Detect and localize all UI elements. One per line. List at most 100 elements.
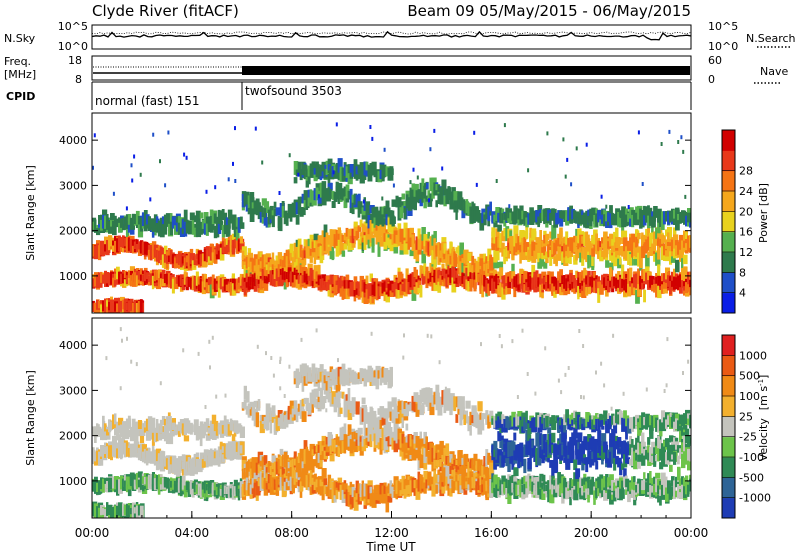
heatmap-cell (473, 131, 475, 135)
heatmap-cell (356, 174, 359, 180)
heatmap-cell (324, 478, 328, 485)
heatmap-cell (496, 179, 498, 183)
noise-panel-frame (92, 25, 691, 49)
heatmap-cell (256, 412, 259, 427)
heatmap-cell (545, 234, 549, 240)
heatmap-cell (393, 184, 395, 188)
heatmap-cell (684, 195, 686, 199)
y-tick-label: 1000 (59, 270, 87, 283)
heatmap-cell (424, 183, 426, 187)
power-colorbar-label: Power [dB] (757, 183, 770, 243)
heatmap-cell (294, 177, 298, 183)
heatmap-cell (565, 175, 567, 179)
heatmap-cell (340, 242, 343, 252)
heatmap-cell (628, 205, 630, 209)
colorbar-segment (722, 272, 735, 293)
heatmap-cell (467, 253, 471, 261)
noise-left-tick-bottom: 10^0 (58, 40, 88, 53)
heatmap-cell (601, 195, 603, 199)
heatmap-cell (398, 197, 402, 206)
heatmap-cell (344, 243, 348, 249)
colorbar-segment (722, 232, 735, 253)
heatmap-cell (619, 257, 621, 265)
heatmap-cell (491, 227, 495, 236)
frequency-left-tick-bottom: 8 (75, 73, 82, 86)
heatmap-cell (318, 194, 320, 198)
heatmap-cell (390, 166, 394, 181)
heatmap-cell (190, 424, 194, 432)
nave-label: Nave (760, 65, 788, 78)
heatmap-cell (617, 237, 621, 244)
colorbar-tick-label: 24 (739, 185, 753, 198)
heatmap-cell (272, 215, 275, 227)
frequency-block-twofsound (242, 66, 690, 75)
heatmap-cell (164, 183, 166, 187)
frequency-left-tick-top: 18 (68, 54, 82, 67)
noise-left-tick-top: 10^5 (58, 20, 88, 33)
heatmap-cell (576, 146, 578, 150)
heatmap-cell (240, 236, 243, 243)
heatmap-cell (302, 207, 306, 215)
heatmap-cell (374, 411, 377, 417)
colorbar-tick-label: 8 (739, 266, 746, 279)
heatmap-cell (261, 161, 263, 165)
heatmap-cell (306, 452, 310, 460)
heatmap-cell (240, 445, 243, 453)
power-ylabel: Slant Range [km] (24, 165, 37, 261)
heatmap-cell (637, 233, 641, 239)
frequency-panel: Freq. [MHz] 18 8 60 0 Nave (4, 54, 788, 86)
noise-sky-label: N.Sky (4, 32, 36, 45)
heatmap-cell (113, 192, 115, 196)
heatmap-cell (404, 208, 407, 220)
heatmap-cell (509, 230, 512, 236)
heatmap-cell (402, 194, 406, 200)
heatmap-cell (240, 427, 245, 439)
heatmap-cell (279, 191, 281, 195)
heatmap-cell (371, 137, 373, 141)
heatmap-cell (131, 163, 133, 167)
heatmap-cell (272, 253, 275, 262)
heatmap-cell (369, 125, 371, 129)
heatmap-cell (159, 159, 161, 163)
heatmap-cell (348, 388, 351, 403)
noise-right-tick-top: 10^5 (708, 20, 738, 33)
heatmap-cell (642, 182, 644, 186)
cpid-segment-twofsound: twofsound 3503 (245, 84, 342, 98)
heatmap-cell (333, 170, 335, 174)
heatmap-cell (324, 165, 326, 169)
heatmap-cell (234, 179, 236, 183)
heatmap-cell (497, 225, 502, 232)
heatmap-cell (433, 129, 435, 133)
heatmap-cell (408, 236, 413, 247)
heatmap-cell (186, 156, 188, 160)
heatmap-cell (183, 153, 185, 157)
heatmap-cell (272, 405, 276, 417)
frequency-label-line2: [MHz] (4, 68, 36, 81)
heatmap-cell (140, 173, 142, 177)
heatmap-cell (527, 168, 529, 172)
heatmap-cell (363, 200, 365, 204)
heatmap-cell (653, 239, 656, 251)
heatmap-cell (358, 194, 361, 202)
heatmap-cell (429, 147, 431, 151)
heatmap-cell (332, 201, 336, 208)
heatmap-cell (289, 153, 291, 157)
heatmap-cell (344, 423, 347, 435)
heatmap-cell (682, 150, 684, 154)
heatmap-cell (332, 247, 335, 260)
heatmap-cell (566, 158, 568, 162)
heatmap-cell (508, 204, 510, 208)
heatmap-cell (562, 137, 564, 141)
heatmap-cell (246, 391, 250, 403)
heatmap-cell (356, 231, 359, 241)
heatmap-cell (559, 228, 563, 238)
heatmap-cell (240, 222, 245, 229)
heatmap-cell (549, 258, 552, 266)
heatmap-cell (677, 140, 679, 144)
frequency-label-line1: Freq. (4, 55, 31, 68)
